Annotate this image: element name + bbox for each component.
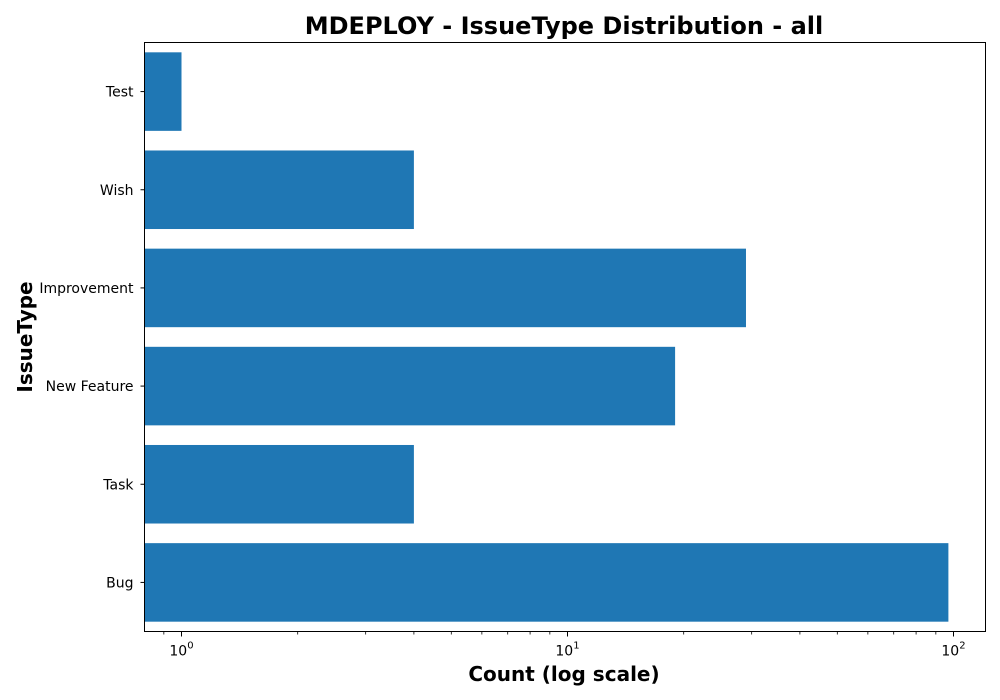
y-tick-label: Improvement — [39, 281, 134, 297]
x-tick-label: 101 — [555, 641, 579, 660]
x-tick-label: 100 — [169, 641, 193, 660]
bar-wish — [144, 150, 414, 230]
bar-bug — [144, 543, 949, 622]
x-tick-label: 102 — [941, 641, 965, 660]
plot-frame — [144, 42, 986, 632]
x-axis-label: Count (log scale) — [468, 662, 659, 686]
y-tick-label: Bug — [106, 575, 133, 591]
chart-title: MDEPLOY - IssueType Distribution - all — [305, 12, 824, 40]
bar-test — [144, 52, 182, 131]
axes-layer: Bug Task New Feature Improvement Wish Test 100… — [39, 85, 965, 660]
y-tick-label: New Feature — [46, 379, 134, 395]
bars-layer — [144, 52, 949, 622]
bar-new-feature — [144, 346, 676, 426]
y-axis-label: IssueType — [13, 281, 37, 392]
bar-improvement — [144, 248, 746, 328]
y-tick-label: Test — [105, 85, 134, 101]
bar-task — [144, 444, 414, 524]
y-tick-label: Task — [102, 477, 134, 493]
y-tick-label: Wish — [100, 183, 134, 199]
